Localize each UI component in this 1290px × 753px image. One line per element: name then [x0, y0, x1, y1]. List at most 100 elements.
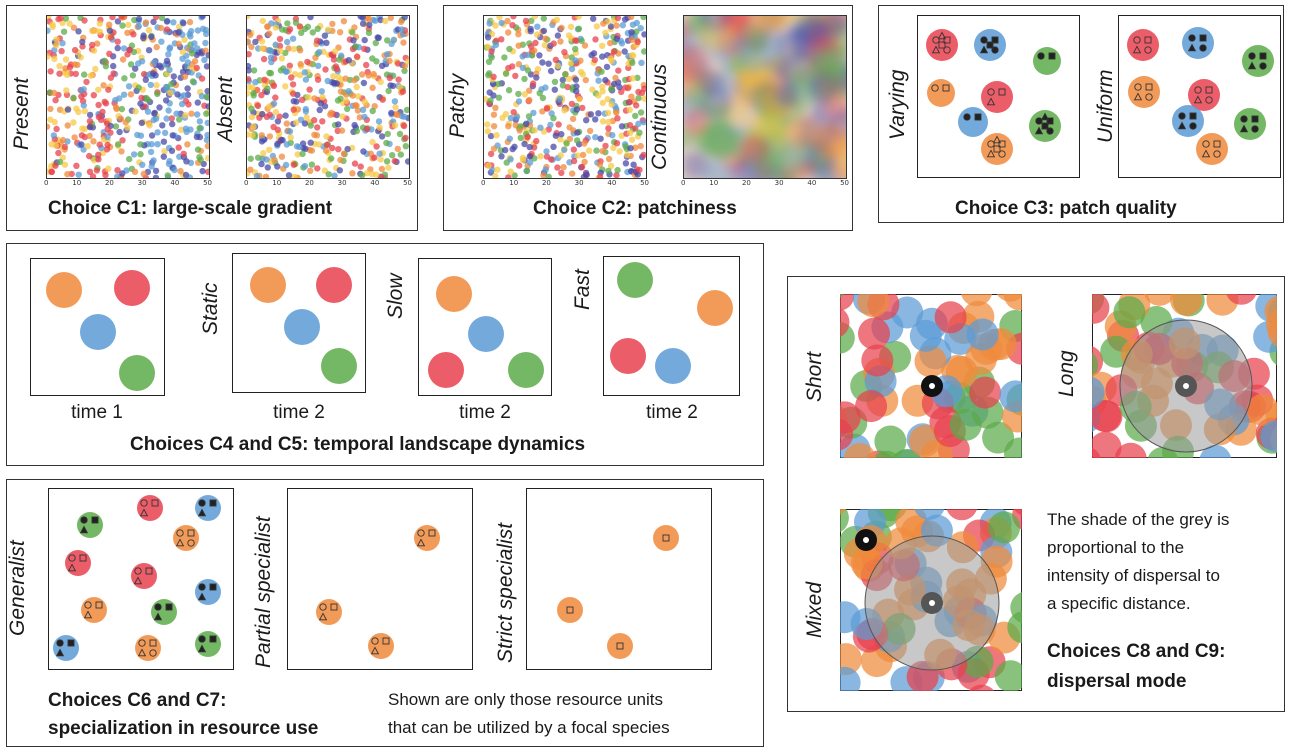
scatter-point: [560, 164, 567, 171]
landscape-patch: [840, 509, 849, 533]
scatter-point: [170, 19, 177, 26]
scatter-point: [396, 130, 404, 138]
patch: [414, 525, 440, 551]
scatter-point: [595, 92, 602, 99]
scatter-point: [581, 42, 589, 49]
scatter-point: [635, 88, 642, 96]
resource-symbol: [416, 538, 426, 547]
scatter-point: [526, 96, 533, 104]
scatter-point: [81, 17, 88, 24]
scatter-point: [635, 120, 642, 128]
scatter-point: [119, 56, 127, 63]
resource-symbol: [1132, 45, 1142, 54]
scatter-point: [104, 125, 111, 133]
scatter-point: [247, 76, 252, 83]
scatter-point: [59, 136, 67, 144]
scatter-point: [205, 52, 209, 59]
scatter-point: [352, 43, 359, 50]
landscape-patch: [250, 267, 286, 303]
scatter-point: [258, 138, 266, 145]
scatter-point: [337, 156, 344, 164]
scatter-point: [354, 107, 362, 114]
continuous-blob: [698, 16, 733, 32]
scatter-point: [484, 95, 489, 103]
resource-symbol: [140, 499, 148, 507]
scatter-point: [336, 29, 344, 36]
patch: [1033, 47, 1061, 75]
resource-symbol: [428, 529, 436, 537]
scatter-point: [56, 63, 63, 70]
resource-symbol: [987, 88, 995, 96]
scatter-point: [250, 67, 258, 74]
scatter-point: [562, 71, 569, 78]
scatter-point: [537, 153, 544, 160]
scatter-point: [541, 42, 549, 49]
scatter-point: [550, 40, 557, 47]
c45-static-patches: [250, 267, 357, 384]
scatter-point: [385, 164, 392, 171]
scatter-point: [495, 80, 502, 88]
scatter-point: [378, 62, 386, 69]
resource-symbol: [95, 601, 103, 609]
c45-fast-time-label: time 2: [646, 402, 698, 423]
scatter-point: [599, 147, 606, 155]
resource-symbol: [1041, 122, 1049, 130]
scatter-point: [289, 81, 297, 88]
scatter-point: [519, 154, 527, 161]
scatter-point: [377, 78, 384, 86]
landscape-patch: [858, 317, 890, 350]
scatter-point: [602, 142, 609, 150]
scatter-point: [622, 160, 630, 167]
scatter-point: [61, 161, 69, 168]
scatter-point: [533, 31, 541, 38]
scatter-point: [607, 162, 615, 170]
scatter-point: [276, 35, 284, 43]
scatter-point: [613, 140, 621, 147]
scatter-point: [184, 85, 191, 92]
scatter-point: [86, 152, 93, 160]
scatter-point: [558, 24, 565, 31]
c67-strict-label: Strict specialist: [494, 522, 517, 663]
scatter-point: [284, 38, 291, 46]
scatter-point: [266, 30, 273, 37]
scatter-point: [397, 18, 405, 26]
scatter-point: [636, 129, 643, 136]
scatter-point: [405, 58, 409, 65]
resource-symbol: [1145, 83, 1153, 91]
scatter-point: [638, 59, 645, 66]
scatter-point: [547, 121, 554, 129]
scatter-point: [340, 150, 348, 157]
scatter-point: [531, 127, 538, 134]
scatter-point: [619, 22, 626, 29]
scatter-point: [271, 156, 278, 164]
scatter-point: [640, 151, 646, 159]
resource-symbol: [1239, 124, 1249, 133]
c89-mixed-label: Mixed: [803, 581, 826, 638]
scatter-point: [556, 95, 563, 103]
scatter-point: [175, 40, 182, 47]
resource-symbol: [1201, 149, 1211, 158]
scatter-point: [509, 22, 516, 29]
scatter-point: [557, 152, 564, 159]
resource-symbol: [943, 46, 951, 54]
scatter-point: [258, 132, 265, 139]
scatter-point: [369, 107, 376, 115]
c89-long-label: Long: [1055, 350, 1078, 397]
scatter-point: [510, 16, 517, 20]
resource-symbol: [1145, 93, 1153, 101]
scatter-point: [383, 139, 390, 147]
scatter-point: [194, 111, 201, 118]
scatter-point: [608, 85, 615, 93]
scatter-point: [132, 108, 139, 115]
landscape-patch: [1114, 442, 1147, 458]
landscape-patch: [316, 267, 352, 303]
scatter-point: [205, 103, 209, 110]
scatter-point: [543, 148, 550, 155]
scatter-point: [297, 60, 304, 68]
scatter-point: [322, 66, 329, 73]
scatter-point: [484, 43, 491, 50]
scatter-point: [105, 165, 112, 172]
scatter-point: [618, 123, 626, 130]
scatter-point: [592, 134, 599, 141]
scatter-point: [299, 96, 306, 104]
